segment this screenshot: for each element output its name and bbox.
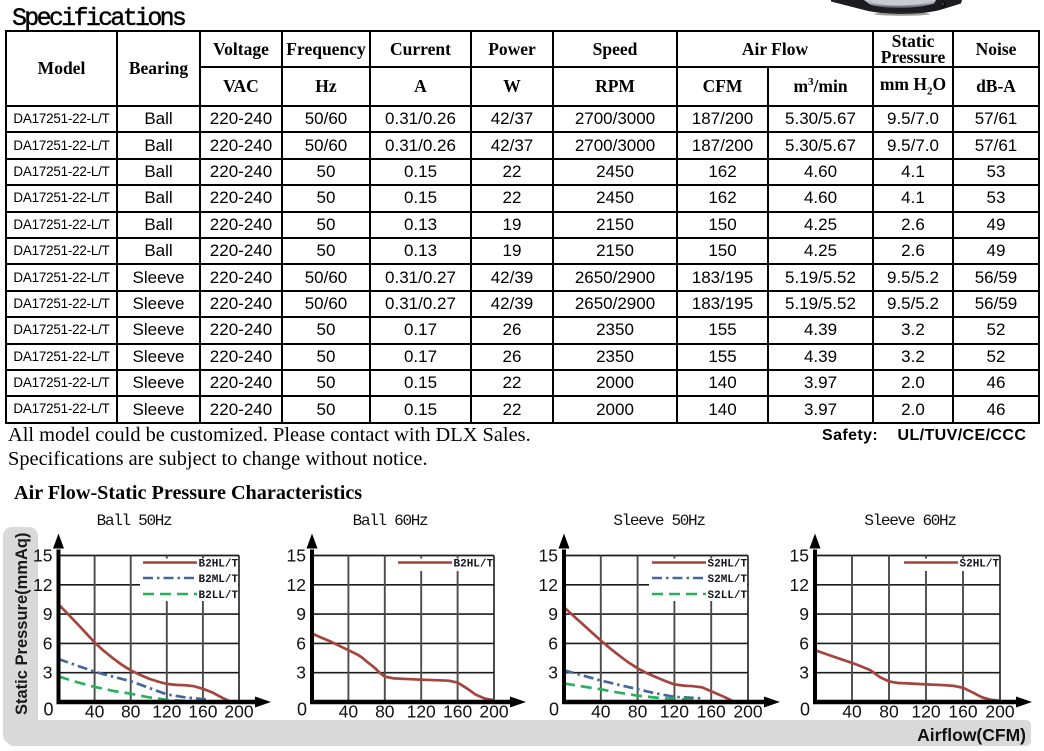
svg-text:S2HL/T: S2HL/T — [960, 559, 1000, 571]
svg-text:Airflow(CFM): Airflow(CFM) — [917, 725, 1026, 745]
svg-text:B2LL/T: B2LL/T — [199, 590, 239, 602]
svg-text:6: 6 — [799, 633, 809, 653]
svg-text:15: 15 — [539, 546, 558, 566]
svg-text:9: 9 — [548, 604, 558, 624]
svg-text:80: 80 — [375, 702, 395, 722]
svg-text:200: 200 — [224, 702, 253, 722]
svg-text:80: 80 — [628, 702, 648, 722]
svg-text:200: 200 — [479, 702, 508, 722]
svg-text:12: 12 — [287, 575, 306, 595]
svg-text:15: 15 — [33, 546, 52, 566]
svg-text:Sleeve 60Hz: Sleeve 60Hz — [864, 512, 956, 530]
svg-text:15: 15 — [790, 546, 809, 566]
svg-text:0: 0 — [549, 700, 559, 720]
svg-text:Ball 50Hz: Ball 50Hz — [97, 512, 172, 530]
svg-text:40: 40 — [85, 702, 105, 722]
svg-text:15: 15 — [287, 546, 306, 566]
svg-text:200: 200 — [733, 702, 762, 722]
svg-text:S2ML/T: S2ML/T — [708, 574, 748, 586]
svg-text:B2ML/T: B2ML/T — [199, 574, 239, 586]
svg-text:0: 0 — [297, 700, 307, 720]
svg-text:Sleeve 50Hz: Sleeve 50Hz — [613, 512, 705, 530]
svg-text:B2HL/T: B2HL/T — [454, 559, 494, 571]
svg-text:200: 200 — [985, 702, 1014, 722]
svg-text:S2HL/T: S2HL/T — [708, 559, 748, 571]
svg-text:40: 40 — [842, 702, 862, 722]
svg-text:9: 9 — [43, 604, 53, 624]
svg-text:40: 40 — [591, 702, 611, 722]
svg-text:0: 0 — [800, 700, 810, 720]
svg-text:0: 0 — [43, 700, 53, 720]
svg-text:6: 6 — [43, 633, 53, 653]
svg-text:Static Pressure(mmAq): Static Pressure(mmAq) — [13, 533, 31, 715]
svg-text:B2HL/T: B2HL/T — [199, 559, 239, 571]
svg-text:3: 3 — [43, 663, 53, 683]
svg-text:S2LL/T: S2LL/T — [708, 590, 748, 602]
svg-text:120: 120 — [911, 702, 940, 722]
svg-text:3: 3 — [548, 663, 558, 683]
svg-text:9: 9 — [799, 604, 809, 624]
svg-text:3: 3 — [799, 663, 809, 683]
svg-text:120: 120 — [407, 702, 436, 722]
svg-text:6: 6 — [296, 633, 306, 653]
svg-text:80: 80 — [121, 702, 141, 722]
svg-text:Ball 60Hz: Ball 60Hz — [353, 512, 428, 530]
svg-text:6: 6 — [548, 633, 558, 653]
svg-text:120: 120 — [660, 702, 689, 722]
svg-text:12: 12 — [33, 575, 52, 595]
svg-text:3: 3 — [296, 663, 306, 683]
svg-text:160: 160 — [948, 702, 977, 722]
svg-text:12: 12 — [539, 575, 558, 595]
svg-text:80: 80 — [879, 702, 899, 722]
svg-text:9: 9 — [296, 604, 306, 624]
svg-text:40: 40 — [339, 702, 359, 722]
svg-text:120: 120 — [152, 702, 181, 722]
svg-text:160: 160 — [188, 702, 217, 722]
svg-text:12: 12 — [790, 575, 809, 595]
svg-text:160: 160 — [697, 702, 726, 722]
svg-text:160: 160 — [443, 702, 472, 722]
